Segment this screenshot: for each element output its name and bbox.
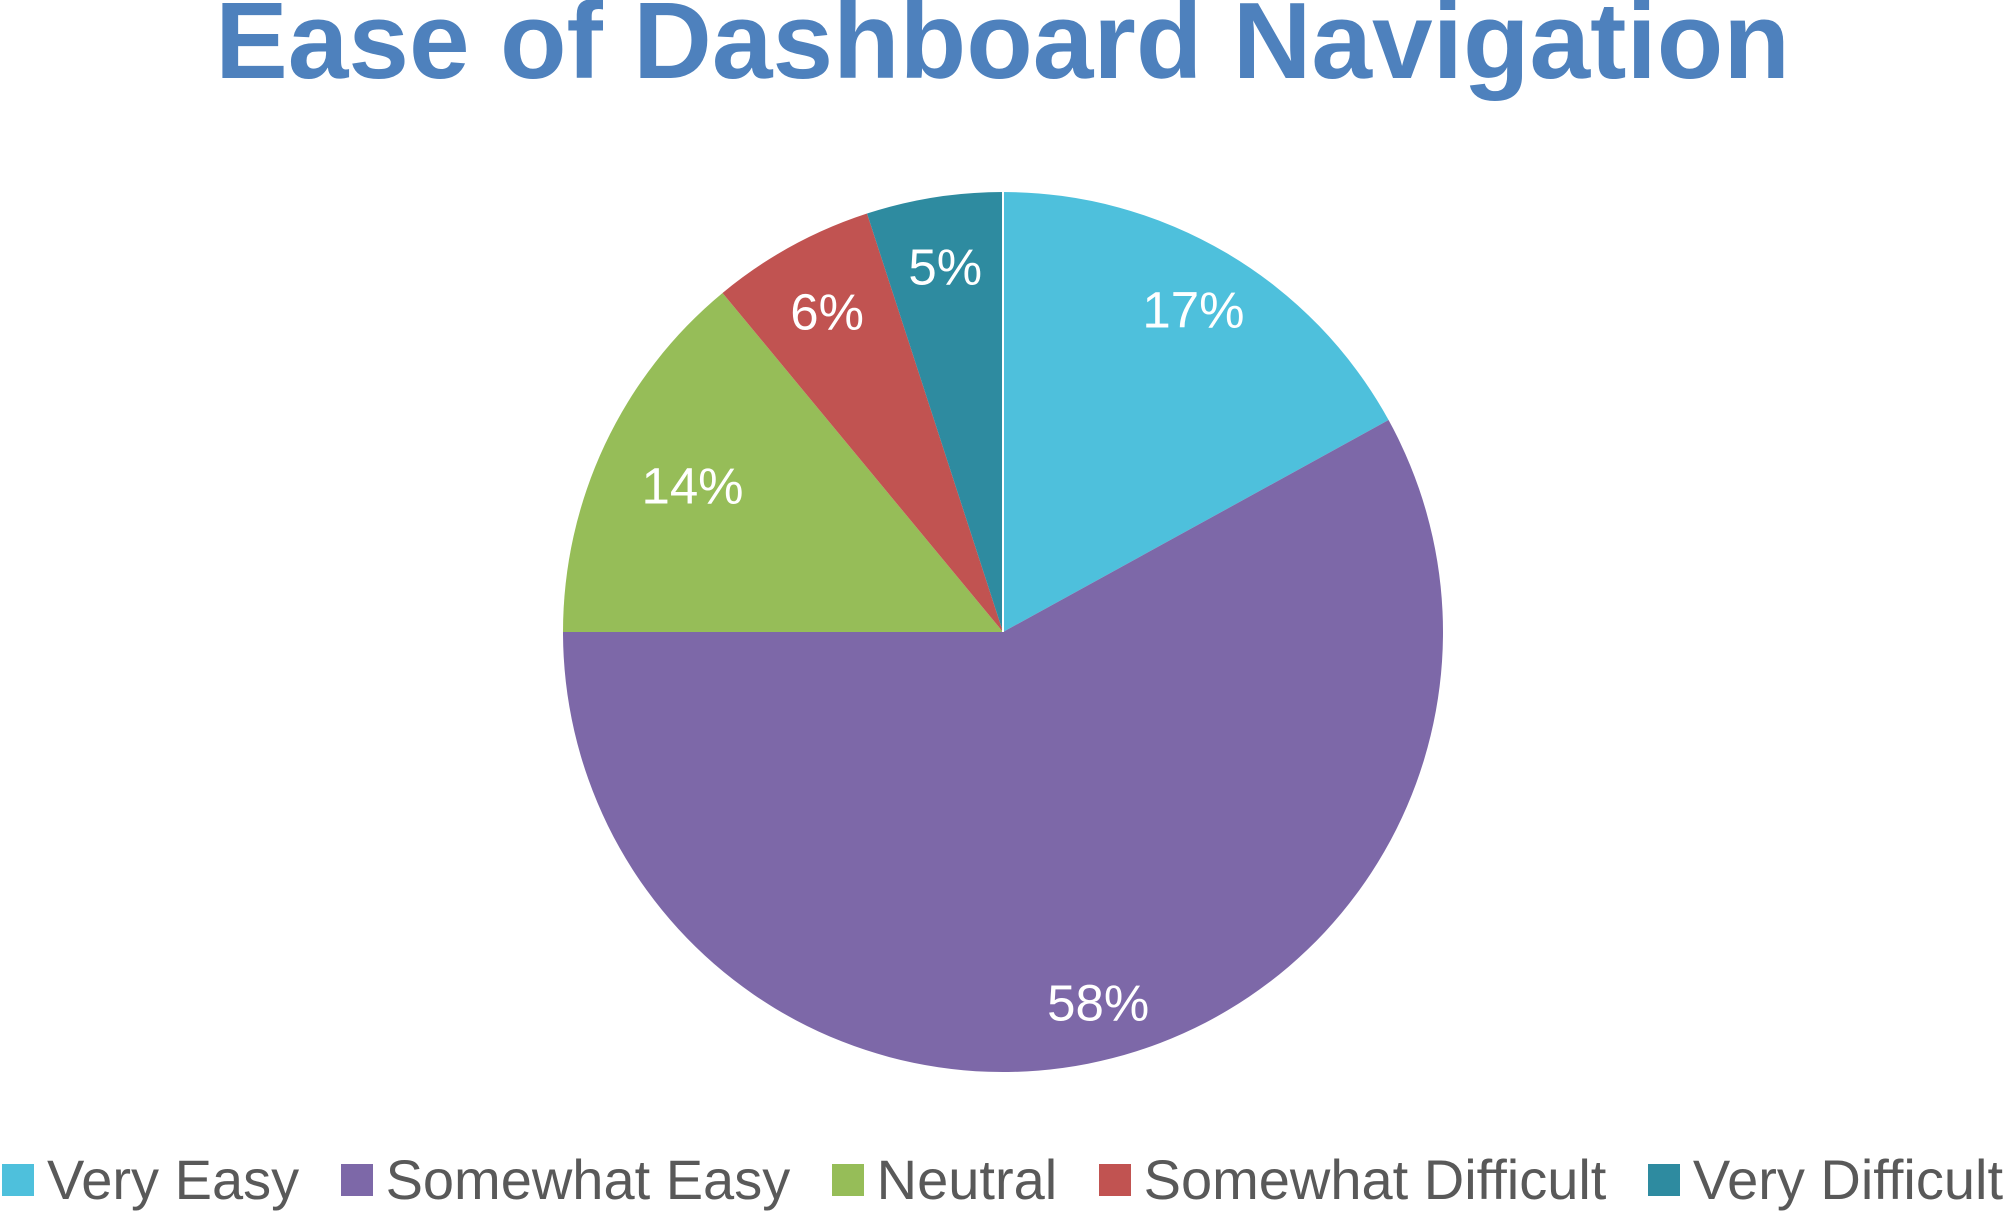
slice-label-somewhat-easy: 58% bbox=[1047, 974, 1149, 1031]
legend-swatch-neutral bbox=[831, 1164, 864, 1196]
legend-item-very-easy: Very Easy bbox=[2, 1152, 299, 1208]
pie-slice-very-easy bbox=[1003, 192, 1389, 632]
legend-item-neutral: Neutral bbox=[831, 1148, 1058, 1211]
legend-label-somewhat-easy: Somewhat Easy bbox=[385, 1148, 791, 1211]
legend-label-very-easy: Very Easy bbox=[47, 1148, 300, 1211]
legend-item-somewhat-difficult: Somewhat Difficult bbox=[1098, 1148, 1607, 1211]
legend-label-somewhat-difficult: Somewhat Difficult bbox=[1143, 1148, 1607, 1211]
chart-legend: Very Easy Somewhat Easy Neutral Somewhat Di… bbox=[2, 1137, 2003, 1223]
pie-slice-neutral bbox=[563, 292, 1003, 632]
pie-slice-somewhat-easy bbox=[563, 420, 1444, 1073]
slice-label-neutral: 14% bbox=[641, 457, 743, 514]
slice-label-very-difficult: 5% bbox=[908, 239, 982, 296]
slice-label-very-easy: 17% bbox=[1142, 282, 1244, 339]
legend-item-very-difficult: Very Difficult bbox=[1647, 1148, 2003, 1211]
legend-swatch-somewhat-easy bbox=[340, 1164, 373, 1196]
legend-label-very-difficult: Very Difficult bbox=[1692, 1148, 2003, 1211]
slice-label-somewhat-difficult: 6% bbox=[790, 284, 864, 341]
pie-slice-very-difficult bbox=[867, 192, 1003, 632]
legend-swatch-somewhat-difficult bbox=[1098, 1164, 1131, 1196]
legend-swatch-very-easy bbox=[2, 1164, 34, 1196]
legend-label-neutral: Neutral bbox=[876, 1148, 1058, 1211]
pie-slice-somewhat-difficult bbox=[722, 213, 1003, 633]
chart-title: Ease of Dashboard Navigation bbox=[215, 0, 1790, 102]
legend-item-somewhat-easy: Somewhat Easy bbox=[340, 1148, 791, 1211]
legend-swatch-very-difficult bbox=[1647, 1164, 1680, 1196]
